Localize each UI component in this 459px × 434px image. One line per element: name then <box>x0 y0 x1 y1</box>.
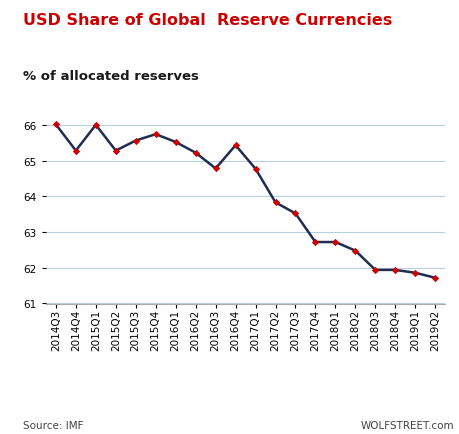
Point <box>192 150 199 157</box>
Text: USD Share of Global  Reserve Currencies: USD Share of Global Reserve Currencies <box>23 13 392 28</box>
Point <box>252 166 259 173</box>
Point <box>232 142 239 149</box>
Point <box>92 122 100 129</box>
Point <box>112 148 119 155</box>
Point <box>212 165 219 172</box>
Text: WOLFSTREET.com: WOLFSTREET.com <box>361 420 454 430</box>
Point <box>272 200 279 207</box>
Point <box>292 210 299 217</box>
Point <box>352 247 359 254</box>
Point <box>392 267 399 274</box>
Point <box>312 239 319 246</box>
Text: Source: IMF: Source: IMF <box>23 420 84 430</box>
Point <box>332 239 339 246</box>
Text: % of allocated reserves: % of allocated reserves <box>23 69 199 82</box>
Point <box>152 132 159 138</box>
Point <box>412 270 419 276</box>
Point <box>172 139 179 146</box>
Point <box>372 267 379 274</box>
Point <box>52 122 60 128</box>
Point <box>431 275 439 282</box>
Point <box>72 148 79 155</box>
Point <box>132 138 140 145</box>
